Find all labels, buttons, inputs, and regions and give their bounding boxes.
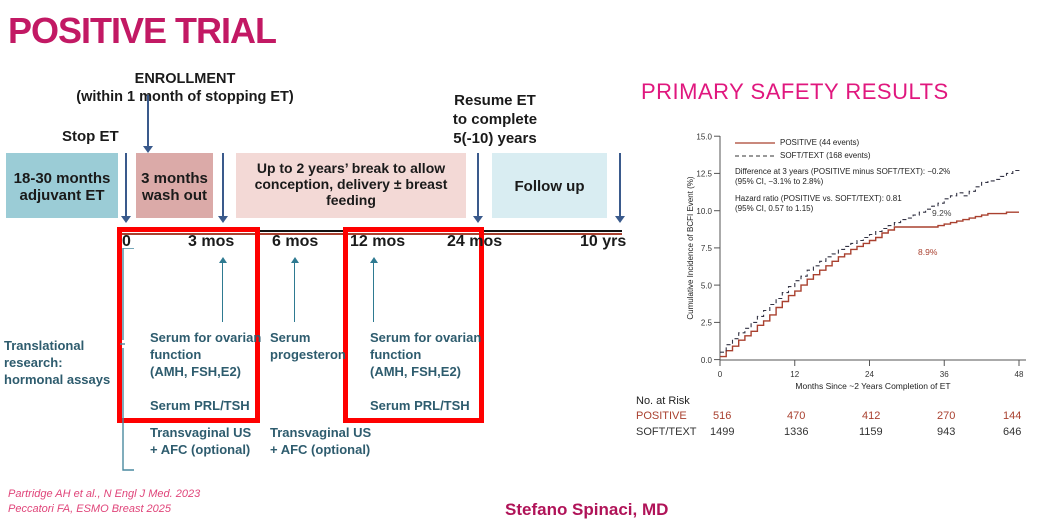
svg-text:Difference at 3 years (POSITIV: Difference at 3 years (POSITIVE minus SO… — [735, 167, 950, 176]
svg-text:5.0: 5.0 — [701, 281, 713, 290]
svg-text:24: 24 — [865, 370, 874, 379]
svg-text:7.5: 7.5 — [701, 244, 713, 253]
svg-text:Hazard ratio (POSITIVE vs. SOF: Hazard ratio (POSITIVE vs. SOFT/TEXT): 0… — [735, 194, 902, 203]
svg-text:15.0: 15.0 — [696, 133, 712, 142]
svg-text:POSITIVE (44 events): POSITIVE (44 events) — [780, 138, 859, 147]
svg-text:SOFT/TEXT (168 events): SOFT/TEXT (168 events) — [780, 151, 871, 160]
svg-text:(95% CI, 0.57 to 1.15): (95% CI, 0.57 to 1.15) — [735, 204, 814, 213]
svg-text:36: 36 — [940, 370, 949, 379]
svg-text:2.5: 2.5 — [701, 319, 713, 328]
svg-text:0.0: 0.0 — [701, 356, 713, 365]
svg-text:12: 12 — [790, 370, 799, 379]
svg-text:48: 48 — [1015, 370, 1024, 379]
svg-text:9.2%: 9.2% — [932, 208, 952, 218]
svg-text:Months Since ~2 Years Completi: Months Since ~2 Years Completion of ET — [795, 381, 950, 391]
svg-text:Cumulative Incidence of BCFI E: Cumulative Incidence of BCFI Event (%) — [686, 176, 695, 320]
svg-text:0: 0 — [718, 370, 723, 379]
svg-text:10.0: 10.0 — [696, 207, 712, 216]
svg-text:(95% CI, −3.1% to 2.8%): (95% CI, −3.1% to 2.8%) — [735, 177, 824, 186]
svg-text:12.5: 12.5 — [696, 170, 712, 179]
svg-text:8.9%: 8.9% — [918, 247, 938, 257]
